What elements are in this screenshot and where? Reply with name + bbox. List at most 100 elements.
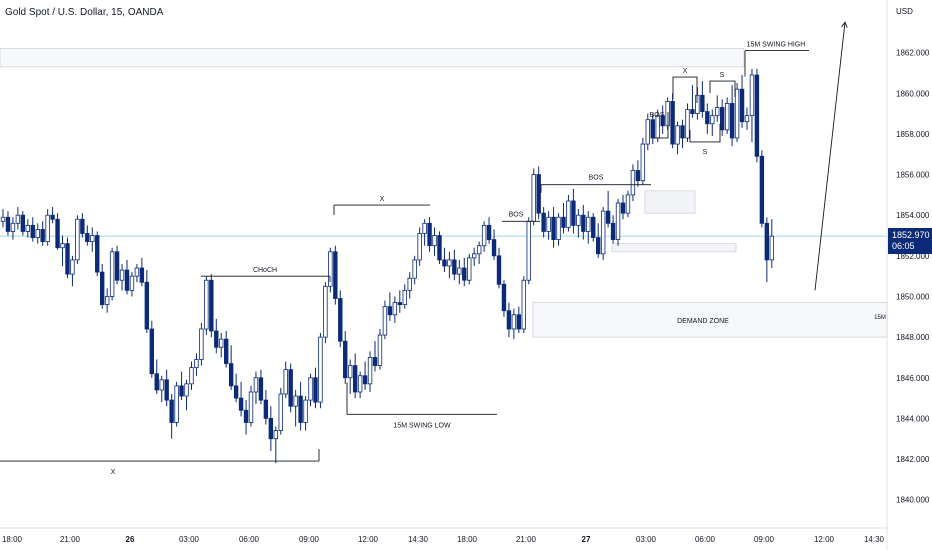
bull-candle xyxy=(521,279,526,330)
bear-candle xyxy=(442,259,447,267)
bear-candle xyxy=(729,103,735,139)
bear-candle xyxy=(720,107,725,131)
bear-candle xyxy=(506,310,512,330)
choch-label: CHoCH xyxy=(253,267,277,274)
bull-candle xyxy=(328,251,333,287)
y-tick-label: 1860.000 xyxy=(896,89,930,98)
bull-candle xyxy=(417,233,422,261)
bear-candle xyxy=(610,222,616,240)
bull-candle xyxy=(402,289,407,306)
bear-candle xyxy=(268,417,274,440)
bull-candle xyxy=(347,365,353,379)
bear-candle xyxy=(739,88,745,123)
bull-candle xyxy=(323,285,328,338)
bull-candle xyxy=(303,399,308,423)
bull-candle xyxy=(10,222,16,232)
bear-candle xyxy=(486,224,492,240)
bear-candle xyxy=(754,74,760,157)
x-tick-label: 09:00 xyxy=(754,535,775,544)
y-tick-label: 1846.000 xyxy=(896,374,930,383)
y-tick-label: 1858.000 xyxy=(896,130,930,139)
bear-candle xyxy=(233,385,239,399)
bear-candle xyxy=(238,397,244,411)
bear-candle xyxy=(243,409,249,423)
bear-candle xyxy=(214,330,219,348)
bear-candle xyxy=(387,306,393,316)
swing-high-label: 15M SWING HIGH xyxy=(747,42,806,49)
bear-candle xyxy=(169,399,174,423)
x-tick-label: 18:00 xyxy=(2,535,23,544)
bos1-label: BOS xyxy=(509,211,524,218)
bear-candle xyxy=(705,111,710,125)
bull-candle xyxy=(715,107,720,117)
bull-candle xyxy=(685,109,690,139)
bear-candle xyxy=(764,222,770,261)
y-tick-label: 1842.000 xyxy=(896,455,930,464)
bos2-label: BOS xyxy=(589,175,604,182)
bull-candle xyxy=(457,267,462,275)
bear-candle xyxy=(561,216,566,228)
chart-title: Gold Spot / U.S. Dollar, 15, OANDA xyxy=(5,7,164,18)
bear-candle xyxy=(596,237,601,255)
y-tick-label: 1840.000 xyxy=(896,496,930,505)
bull-candle xyxy=(382,306,388,336)
bear-candle xyxy=(114,251,120,281)
bull-candle xyxy=(90,235,95,243)
bull-candle xyxy=(159,379,164,391)
bull-candle xyxy=(625,194,631,214)
bull-candle xyxy=(104,296,110,306)
bull-candle xyxy=(471,253,477,259)
bear-candle xyxy=(437,235,442,261)
bull-candle xyxy=(615,202,621,240)
bar-countdown: 06:05 xyxy=(892,241,915,252)
y-tick-label: 1856.000 xyxy=(896,171,930,180)
bull-candle xyxy=(710,115,715,125)
demand-timeframe-label: 15M xyxy=(874,315,886,321)
y-tick-label: 1862.000 xyxy=(896,49,930,58)
bull-candle xyxy=(248,391,254,423)
bear-candle xyxy=(139,267,145,283)
bull-candle xyxy=(675,125,680,145)
x-tick-label: 26 xyxy=(126,535,135,544)
bear-candle xyxy=(298,395,303,423)
bull-candle xyxy=(531,174,536,222)
s-bottom-label: S xyxy=(703,149,708,156)
bull-candle xyxy=(109,251,115,297)
bear-candle xyxy=(263,399,269,419)
current-price-label: 1852.970 06:05 xyxy=(888,228,932,255)
imbalance-box xyxy=(644,190,696,214)
bear-candle xyxy=(65,243,70,275)
x-mid-label: X xyxy=(380,196,385,203)
bull-candle xyxy=(35,229,40,238)
bear-candle xyxy=(288,369,293,407)
bear-candle xyxy=(571,200,576,226)
bear-candle xyxy=(372,357,378,366)
bull-candle xyxy=(576,214,581,226)
bull-candle xyxy=(293,395,298,407)
bull-candle xyxy=(119,269,125,281)
bear-candle xyxy=(258,377,264,401)
bear-candle xyxy=(338,298,343,342)
bull-candle xyxy=(357,375,363,393)
x-tick-label: 21:00 xyxy=(516,535,537,544)
y-tick-label: 1854.000 xyxy=(896,211,930,220)
x-top-bracket xyxy=(672,76,698,104)
bull-candle xyxy=(526,220,531,281)
candles xyxy=(0,68,774,464)
bear-candle xyxy=(209,279,214,332)
bear-candle xyxy=(491,239,497,257)
bull-candle xyxy=(586,216,591,232)
bear-candle xyxy=(85,233,90,243)
bull-candle xyxy=(134,267,140,277)
bear-candle xyxy=(343,340,348,379)
bear-candle xyxy=(333,251,338,299)
bull-candle xyxy=(377,334,383,366)
bull-candle xyxy=(422,222,427,234)
bear-candle xyxy=(680,125,685,139)
y-tick-label: 1852.000 xyxy=(896,252,930,261)
bear-candle xyxy=(501,283,507,312)
bull-candle xyxy=(129,275,135,291)
x-low-label: X xyxy=(111,469,116,476)
